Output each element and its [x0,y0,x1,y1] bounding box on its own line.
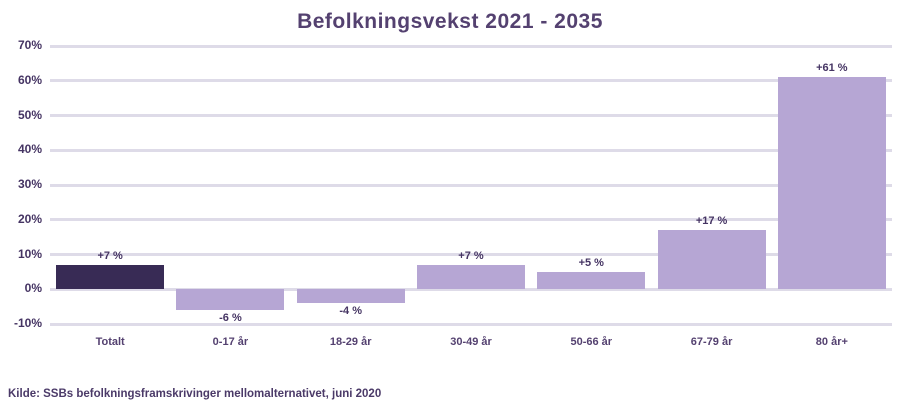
gridline [50,253,892,256]
y-axis-label: 20% [17,211,42,226]
source-note: Kilde: SSBs befolkningsframskrivinger me… [8,388,382,400]
bar [296,289,405,304]
y-axis-label: -10% [13,316,42,330]
gridline [50,79,892,83]
bar-value-label: +7 % [458,249,484,262]
bar [417,264,525,290]
bar [176,289,285,311]
gridline [50,148,892,152]
y-axis-label: 50% [17,107,42,122]
x-axis-label: 0-17 år [212,336,249,348]
y-axis-label: 10% [17,246,42,261]
x-axis-label: 30-49 år [450,336,492,348]
bar [56,264,165,290]
y-axis-label: 40% [17,142,42,157]
bar-value-label: +61 % [816,62,848,75]
bar [537,271,646,290]
x-axis-label: 18-29 år [329,336,372,348]
y-axis-label: 30% [17,177,42,191]
gridline [50,114,892,117]
x-axis-label: 50-66 år [570,336,613,348]
x-axis-label: 80 år+ [815,336,848,348]
gridline [50,322,892,326]
x-axis-label: Totalt [95,336,125,348]
bar-value-label: +17 % [695,215,728,228]
bar-value-label: +7 % [97,249,123,262]
bar-value-label: -6 % [219,312,242,325]
y-axis-label: 60% [17,72,42,87]
gridline [50,287,892,291]
x-axis-label: 67-79 år [690,336,733,348]
bar [777,77,886,290]
gridline [50,183,892,187]
y-axis-label: 0% [24,281,42,296]
bar-value-label: -4 % [339,305,363,318]
y-axis-label: 70% [17,38,42,52]
gridline [50,218,892,222]
gridline [50,44,892,48]
bar [657,230,766,290]
chart-title: Befolkningsvekst 2021 - 2035 [297,10,603,33]
bar-value-label: +5 % [578,256,604,269]
